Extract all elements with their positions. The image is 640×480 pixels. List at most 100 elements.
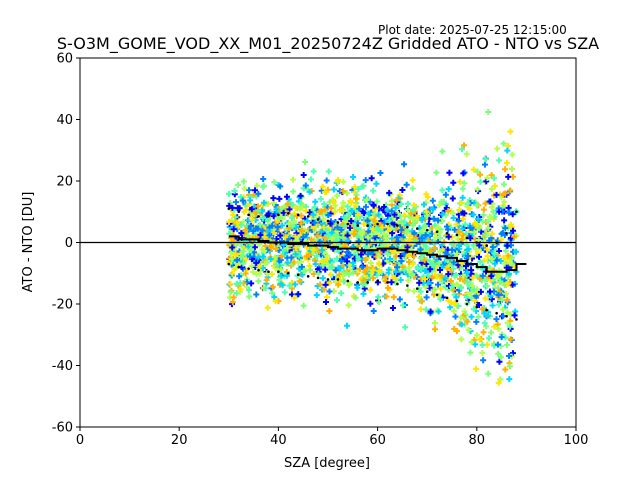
- scatter-point: [227, 288, 234, 295]
- scatter-point: [472, 246, 479, 253]
- scatter-point: [355, 211, 362, 218]
- scatter-point: [384, 206, 391, 213]
- scatter-point: [409, 222, 416, 229]
- scatter-point: [481, 276, 488, 283]
- scatter-point: [388, 279, 395, 286]
- scatter-point: [325, 168, 332, 175]
- scatter-point: [421, 223, 428, 230]
- scatter-point: [241, 208, 248, 215]
- scatter-point: [367, 300, 374, 307]
- scatter-point: [469, 274, 476, 281]
- scatter-point: [393, 264, 400, 271]
- scatter-point: [359, 263, 366, 270]
- scatter-point: [231, 187, 238, 194]
- scatter-point: [496, 358, 503, 365]
- scatter-point: [491, 182, 498, 189]
- scatter-point: [470, 242, 477, 249]
- scatter-point: [485, 312, 492, 319]
- scatter-point: [376, 299, 383, 306]
- scatter-point: [481, 161, 488, 168]
- lower-quantile-dot: [257, 268, 260, 272]
- scatter-point: [405, 287, 412, 294]
- scatter-point: [429, 197, 436, 204]
- scatter-point: [282, 234, 289, 241]
- scatter-point: [468, 338, 475, 345]
- scatter-point: [352, 202, 359, 209]
- scatter-point: [439, 187, 446, 194]
- scatter-point: [477, 288, 484, 295]
- scatter-point: [362, 243, 369, 250]
- scatter-point: [319, 258, 326, 265]
- scatter-point: [388, 208, 395, 215]
- scatter-point: [323, 189, 330, 196]
- upper-quantile-dot: [326, 219, 330, 223]
- scatter-point: [273, 261, 280, 268]
- lower-quantile-dot: [296, 273, 300, 277]
- scatter-point: [496, 208, 503, 215]
- scatter-point: [252, 225, 259, 232]
- lower-quantile-dot: [306, 275, 310, 278]
- scatter-point: [400, 302, 407, 309]
- scatter-point: [336, 206, 343, 213]
- scatter-point: [313, 253, 320, 259]
- scatter-point: [343, 190, 350, 197]
- scatter-point: [386, 217, 393, 224]
- scatter-point: [246, 293, 253, 300]
- lower-quantile-dot: [316, 276, 320, 280]
- lower-quantile-dot: [247, 267, 250, 270]
- scatter-point: [500, 181, 507, 188]
- scatter-point: [473, 318, 480, 325]
- scatter-point: [454, 281, 460, 288]
- upper-quantile-dot: [515, 210, 518, 214]
- upper-quantile-dot: [296, 213, 300, 217]
- scatter-point: [318, 228, 325, 235]
- scatter-point: [248, 262, 255, 269]
- scatter-point: [425, 221, 432, 228]
- scatter-point: [488, 273, 495, 280]
- scatter-point: [439, 211, 446, 218]
- scatter-point: [468, 289, 475, 296]
- scatter-point: [497, 278, 504, 285]
- scatter-point: [463, 294, 470, 301]
- scatter-point: [483, 232, 490, 239]
- scatter-point: [229, 270, 236, 277]
- scatter-point: [397, 276, 404, 283]
- scatter-point: [431, 320, 438, 327]
- scatter-point: [229, 211, 236, 218]
- scatter-point: [449, 283, 456, 290]
- scatter-point: [293, 204, 300, 211]
- lower-quantile-dot: [455, 299, 459, 303]
- scatter-point: [385, 266, 392, 273]
- scatter-point: [501, 232, 508, 239]
- y-tick-label: -60: [52, 421, 73, 436]
- scatter-point: [330, 198, 337, 205]
- scatter-point: [278, 205, 285, 212]
- scatter-point: [442, 191, 449, 198]
- scatter-point: [238, 230, 245, 237]
- scatter-point: [362, 203, 369, 210]
- scatter-point: [401, 212, 408, 219]
- scatter-point: [509, 350, 516, 357]
- scatter-point: [445, 271, 452, 278]
- scatter-point: [445, 233, 452, 240]
- scatter-point: [449, 195, 456, 202]
- y-tick-label: -40: [52, 359, 73, 374]
- scatter-point: [336, 271, 343, 278]
- y-tick-label: 40: [56, 113, 73, 128]
- scatter-point: [364, 217, 371, 224]
- scatter-point: [264, 304, 271, 311]
- scatter-point: [257, 221, 264, 228]
- scatter-point: [467, 224, 474, 231]
- scatter-point: [504, 242, 511, 249]
- scatter-point: [476, 253, 483, 260]
- lower-quantile-dot: [425, 290, 429, 294]
- scatter-point: [455, 303, 462, 310]
- scatter-point: [399, 264, 406, 271]
- scatter-point: [459, 146, 466, 153]
- plot-date: Plot date: 2025-07-25 12:15:00: [378, 23, 567, 37]
- x-tick-label: 40: [270, 433, 287, 448]
- scatter-point: [272, 298, 279, 305]
- upper-quantile-dot: [237, 210, 241, 214]
- x-tick-label: 0: [76, 433, 84, 448]
- scatter-point: [354, 284, 361, 291]
